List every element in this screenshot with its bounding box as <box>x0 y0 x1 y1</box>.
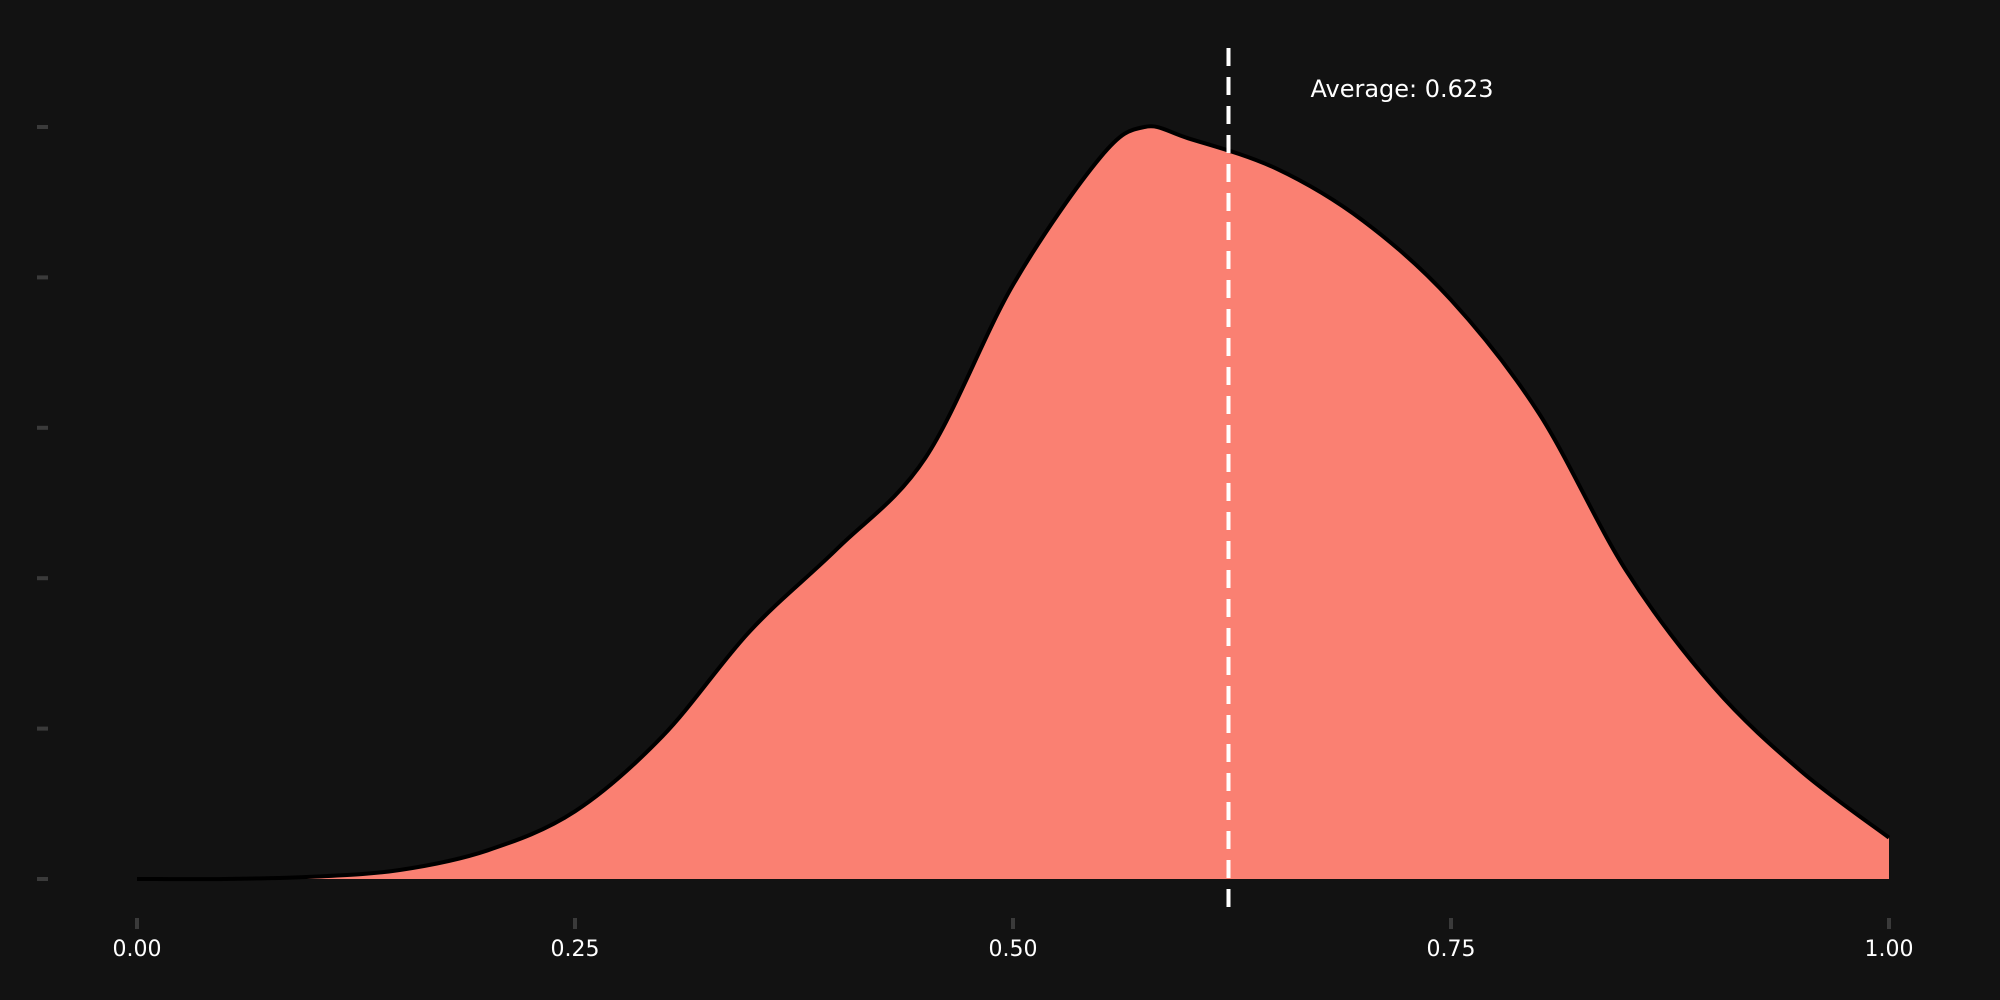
x-tick-label: 0.50 <box>989 937 1038 962</box>
density-line <box>136 124 1891 882</box>
x-tick-label: 1.00 <box>1865 937 1914 962</box>
x-tick-label: 0.00 <box>113 937 162 962</box>
x-tick-label: 0.25 <box>551 937 600 962</box>
x-axis: 0.00 0.25 0.50 0.75 1.00 <box>113 918 1914 962</box>
y-axis <box>37 125 48 881</box>
annotations: Average: 0.623 <box>1226 48 1493 918</box>
x-tick-label: 0.75 <box>1427 937 1476 962</box>
density-area <box>137 126 1889 880</box>
plot-area <box>136 124 1891 882</box>
average-label: Average: 0.623 <box>1310 75 1493 103</box>
